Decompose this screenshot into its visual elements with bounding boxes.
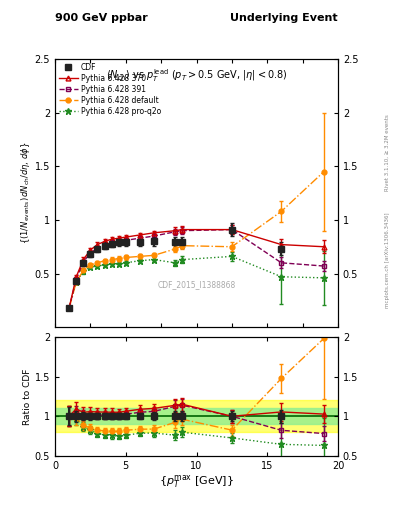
Text: mcplots.cern.ch [arXiv:1306.3436]: mcplots.cern.ch [arXiv:1306.3436]	[385, 212, 389, 308]
Y-axis label: Ratio to CDF: Ratio to CDF	[23, 368, 32, 425]
Text: Rivet 3.1.10, ≥ 3.2M events: Rivet 3.1.10, ≥ 3.2M events	[385, 115, 389, 191]
Bar	[55, 409, 338, 424]
Y-axis label: $\{(1/N_\mathrm{events})\,dN_\mathrm{ch}/d\eta,\,d\phi\}$: $\{(1/N_\mathrm{events})\,dN_\mathrm{ch}…	[19, 142, 32, 244]
X-axis label: $\{p_T^\mathrm{max}$ [GeV]$\}$: $\{p_T^\mathrm{max}$ [GeV]$\}$	[159, 473, 234, 490]
Text: $\langle N_\mathrm{ch}\rangle$ vs $p_T^\mathrm{lead}$ ($p_T>0.5$ GeV, $|\eta|<0.: $\langle N_\mathrm{ch}\rangle$ vs $p_T^\…	[106, 67, 287, 84]
Text: Underlying Event: Underlying Event	[230, 13, 338, 23]
Bar	[55, 400, 338, 432]
Legend: CDF, Pythia 6.428 370, Pythia 6.428 391, Pythia 6.428 default, Pythia 6.428 pro-: CDF, Pythia 6.428 370, Pythia 6.428 391,…	[57, 61, 163, 117]
Text: CDF_2015_I1388868: CDF_2015_I1388868	[157, 280, 236, 289]
Text: 900 GeV ppbar: 900 GeV ppbar	[55, 13, 148, 23]
